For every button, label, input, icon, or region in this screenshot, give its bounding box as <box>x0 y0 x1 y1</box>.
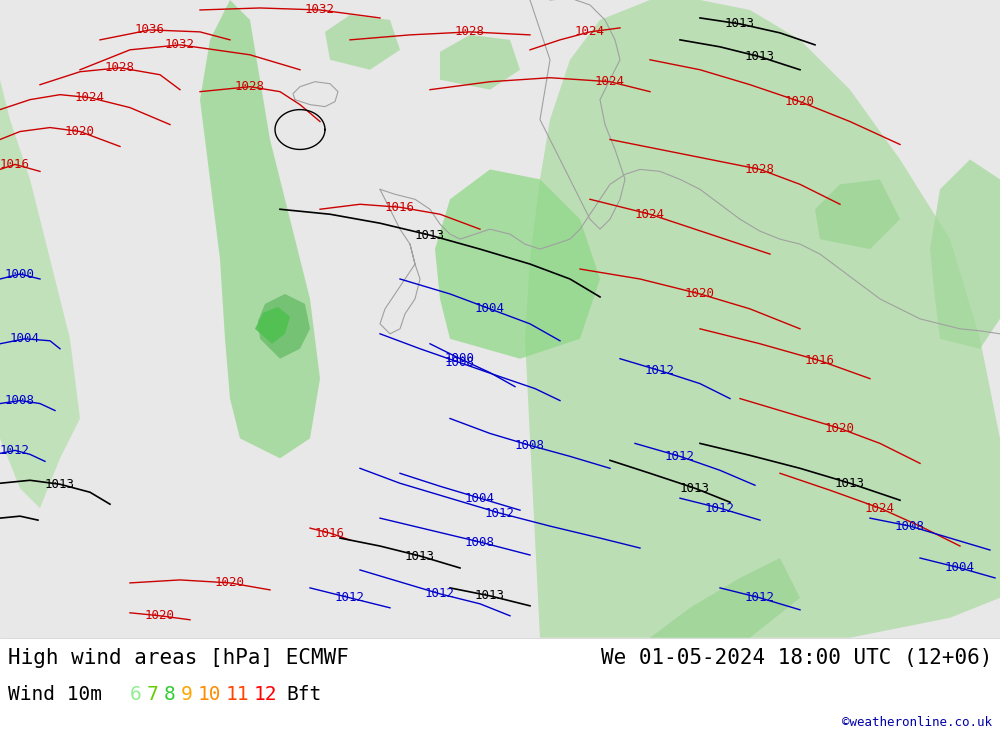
Text: 1012: 1012 <box>745 592 775 604</box>
Text: 12: 12 <box>254 685 278 704</box>
Text: 7: 7 <box>147 685 159 704</box>
Text: 8: 8 <box>164 685 176 704</box>
Text: 1020: 1020 <box>215 576 245 589</box>
Text: 1024: 1024 <box>575 26 605 38</box>
Polygon shape <box>325 15 400 70</box>
Polygon shape <box>258 294 310 358</box>
Text: 1032: 1032 <box>165 38 195 51</box>
Text: 1000: 1000 <box>5 268 35 281</box>
Polygon shape <box>525 0 1000 638</box>
Text: 1013: 1013 <box>725 18 755 30</box>
Text: 1016: 1016 <box>0 158 30 171</box>
Text: 1024: 1024 <box>635 207 665 221</box>
Text: 1012: 1012 <box>485 507 515 520</box>
Text: 1028: 1028 <box>745 163 775 176</box>
Text: 1008: 1008 <box>5 394 35 407</box>
Polygon shape <box>435 169 600 358</box>
Text: 1020: 1020 <box>785 95 815 108</box>
Text: 1004: 1004 <box>10 332 40 345</box>
Text: We 01-05-2024 18:00 UTC (12+06): We 01-05-2024 18:00 UTC (12+06) <box>601 648 992 668</box>
Text: 1008: 1008 <box>445 356 475 369</box>
Text: 1013: 1013 <box>835 476 865 490</box>
Text: 1028: 1028 <box>105 62 135 74</box>
Text: Wind 10m: Wind 10m <box>8 685 102 704</box>
Text: 1004: 1004 <box>465 492 495 505</box>
Text: 10: 10 <box>198 685 222 704</box>
Text: 1004: 1004 <box>475 303 505 315</box>
Text: 1000: 1000 <box>445 353 475 365</box>
Text: 1013: 1013 <box>405 550 435 562</box>
Polygon shape <box>200 0 320 458</box>
Text: 1013: 1013 <box>745 51 775 63</box>
Text: 1013: 1013 <box>45 478 75 491</box>
Text: ©weatheronline.co.uk: ©weatheronline.co.uk <box>842 716 992 729</box>
Text: 1024: 1024 <box>865 501 895 515</box>
Text: 1008: 1008 <box>895 520 925 533</box>
Text: 1016: 1016 <box>385 201 415 214</box>
Text: 1008: 1008 <box>515 439 545 452</box>
Text: High wind areas [hPa] ECMWF: High wind areas [hPa] ECMWF <box>8 648 349 668</box>
Text: 1013: 1013 <box>680 482 710 495</box>
Polygon shape <box>930 159 1000 349</box>
Polygon shape <box>815 180 900 249</box>
Text: Bft: Bft <box>286 685 321 704</box>
Text: 1028: 1028 <box>235 80 265 93</box>
Polygon shape <box>650 558 800 638</box>
Text: 1016: 1016 <box>315 526 345 539</box>
Text: 1012: 1012 <box>665 450 695 463</box>
Text: 1016: 1016 <box>805 354 835 367</box>
Text: 1032: 1032 <box>305 4 335 16</box>
Polygon shape <box>0 0 80 508</box>
Text: 9: 9 <box>181 685 193 704</box>
Text: 1013: 1013 <box>475 589 505 603</box>
Text: 1028: 1028 <box>455 26 485 38</box>
Text: 6: 6 <box>130 685 142 704</box>
Text: 1012: 1012 <box>645 364 675 377</box>
Text: 1036: 1036 <box>135 23 165 37</box>
Text: 1012: 1012 <box>425 587 455 600</box>
Polygon shape <box>440 35 520 89</box>
Text: 1020: 1020 <box>145 609 175 622</box>
Text: 1013: 1013 <box>415 229 445 242</box>
Text: 1020: 1020 <box>65 125 95 138</box>
Text: 1012: 1012 <box>0 444 30 457</box>
Text: 1020: 1020 <box>825 422 855 435</box>
Polygon shape <box>255 307 290 344</box>
Text: 1024: 1024 <box>75 91 105 104</box>
Text: 1012: 1012 <box>705 501 735 515</box>
Text: 1020: 1020 <box>685 287 715 301</box>
Text: 1008: 1008 <box>465 536 495 548</box>
Text: 1012: 1012 <box>335 592 365 604</box>
Text: 1024: 1024 <box>595 75 625 88</box>
Text: 1004: 1004 <box>945 561 975 575</box>
Text: 11: 11 <box>226 685 250 704</box>
